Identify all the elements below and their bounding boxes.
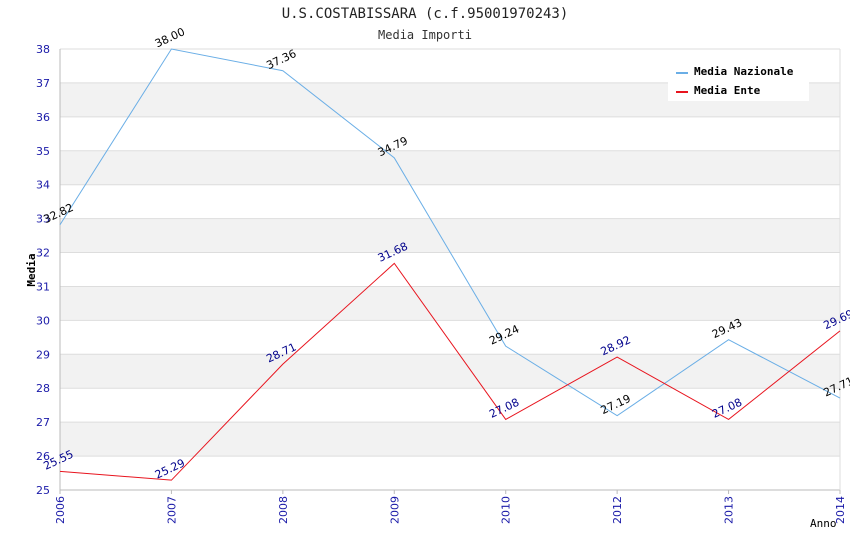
legend: Media Nazionale Media Ente [668,58,809,101]
data-label: 27.19 [599,392,633,417]
grid-lines [60,48,840,491]
x-tick-label: 2007 [165,496,178,524]
x-tick-label: 2013 [723,496,736,524]
y-tick-label: 33 [36,213,50,226]
x-axis-label: Anno [810,517,837,530]
grid-band [60,218,840,253]
data-label: 25.29 [153,456,187,481]
grid-bands [60,82,840,457]
x-tick-label: 2006 [54,496,67,524]
x-tick-label: 2012 [611,496,624,524]
y-tick-label: 36 [36,111,50,124]
series-line-media-nazionale [59,48,841,417]
legend-label-media-ente: Media Ente [694,84,761,97]
y-tick-label: 30 [36,314,50,327]
data-label: 27.08 [710,396,744,421]
legend-label-media-nazionale: Media Nazionale [694,65,794,78]
x-tick-label: 2008 [277,496,290,524]
y-tick-label: 28 [36,382,50,395]
grid-band [60,150,840,185]
y-tick-label: 25 [36,484,50,497]
y-tick-label: 26 [36,450,50,463]
series-line-media-ente [59,262,841,481]
y-tick-label: 34 [36,179,50,192]
y-tick-label: 32 [36,247,50,260]
y-axis-label: Media [25,253,38,286]
series-group [59,48,841,481]
data-label: 38.00 [153,25,187,50]
grid-band [60,354,840,389]
y-tick-label: 35 [36,145,50,158]
y-tick-labels: 25 26 27 28 29 30 31 32 33 34 35 36 37 38 [36,43,50,497]
y-tick-label: 31 [36,280,50,293]
y-tick-label: 37 [36,77,50,90]
x-tick-label: 2014 [834,496,847,524]
data-label: 37.36 [264,47,298,72]
grid-band [60,286,840,321]
x-tick-labels: 2006 2007 2008 2009 2010 2012 2013 2014 [54,490,847,524]
x-tick-label: 2009 [388,496,401,524]
y-tick-label: 38 [36,43,50,56]
axes [59,49,841,491]
chart-subtitle: Media Importi [378,28,472,42]
grid-band [60,422,840,457]
legend-box [668,58,809,101]
y-tick-label: 27 [36,416,50,429]
x-tick-label: 2010 [500,496,513,524]
chart-title: U.S.COSTABISSARA (c.f.95001970243) [282,6,569,22]
y-tick-label: 29 [36,348,50,361]
